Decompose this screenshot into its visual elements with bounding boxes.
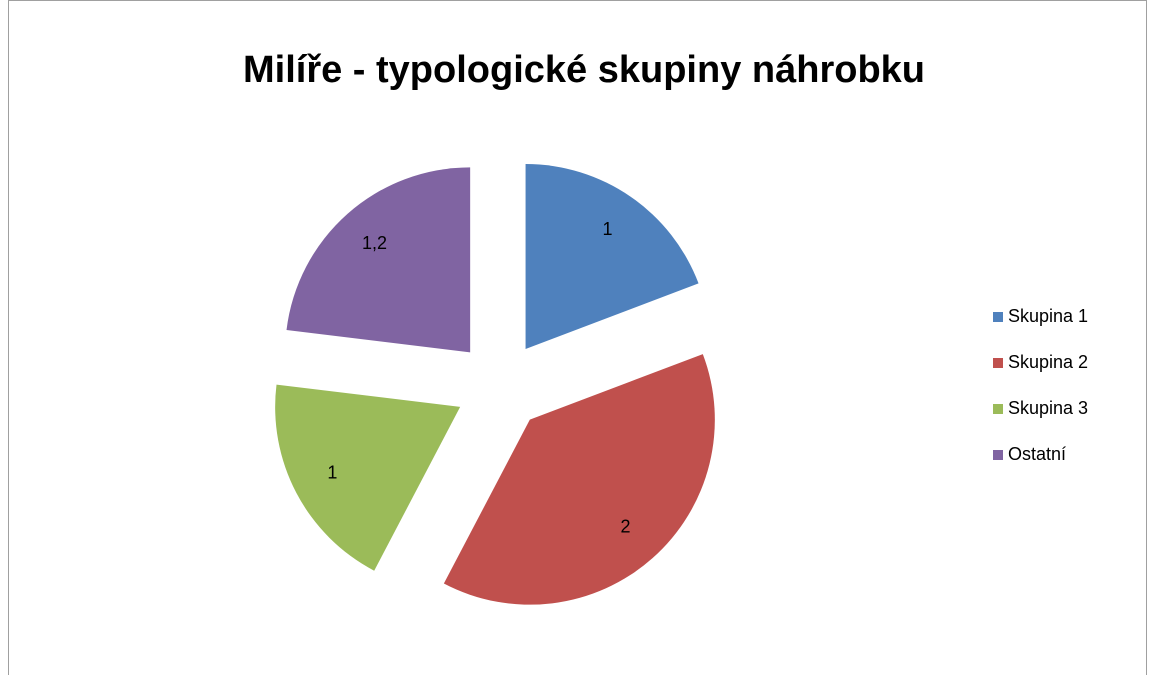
data-label: 1: [327, 463, 337, 483]
legend-label: Skupina 3: [1008, 398, 1088, 418]
pie-slice: [275, 384, 461, 571]
pie-slice: [525, 163, 699, 349]
data-label: 2: [621, 516, 631, 536]
legend-label: Skupina 1: [1008, 306, 1088, 326]
legend-label: Skupina 2: [1008, 352, 1088, 372]
chart-title: Milíře - typologické skupiny náhrobku: [243, 49, 925, 91]
legend-label: Ostatní: [1008, 444, 1066, 464]
legend-swatch: [993, 358, 1003, 368]
legend-swatch: [993, 404, 1003, 414]
legend-swatch: [993, 312, 1003, 322]
data-label: 1: [603, 219, 613, 239]
data-label: 1,2: [362, 233, 387, 253]
pie-slice: [286, 167, 471, 353]
pie-slice: [443, 354, 715, 605]
legend-swatch: [993, 450, 1003, 460]
